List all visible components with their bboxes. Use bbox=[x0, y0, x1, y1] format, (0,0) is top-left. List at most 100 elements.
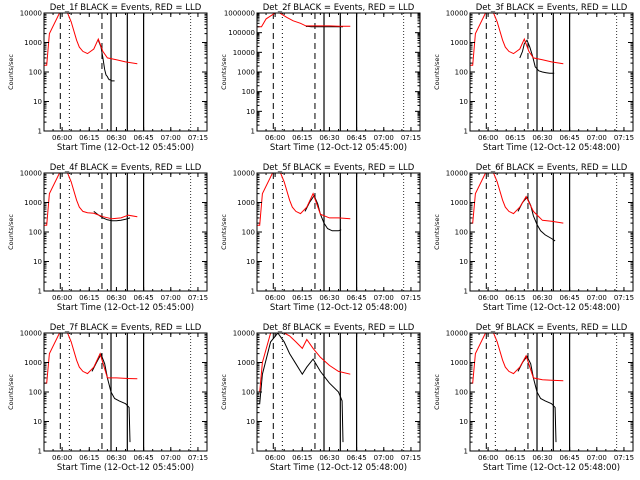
x-tick-label: 06:15 bbox=[292, 134, 312, 142]
y-axis-title: Counts/sec bbox=[7, 374, 15, 410]
y-tick-label: 1000 bbox=[450, 199, 468, 207]
detector-panel: Det_1f BLACK = Events, RED = LLD Start Ti… bbox=[7, 3, 208, 153]
series-black bbox=[97, 40, 115, 82]
y-tick-label: 100 bbox=[455, 69, 468, 77]
panel-title: Det_1f BLACK = Events, RED = LLD bbox=[50, 3, 202, 13]
x-tick-label: 06:30 bbox=[319, 134, 339, 142]
y-tick-label: 10 bbox=[33, 418, 42, 426]
y-axis-title: Counts/sec bbox=[433, 374, 441, 410]
series-red bbox=[257, 13, 351, 28]
y-axis-title: Counts/sec bbox=[7, 214, 15, 250]
x-tick-label: 06:15 bbox=[79, 134, 99, 142]
panel-title: Det_8f BLACK = Events, RED = LLD bbox=[263, 323, 415, 333]
y-tick-label: 1 bbox=[464, 448, 468, 456]
y-axis-title: Counts/sec bbox=[7, 54, 15, 90]
x-tick-label: 07:15 bbox=[614, 134, 634, 142]
y-axis-title: Counts/sec bbox=[433, 54, 441, 90]
x-tick-label: 06:45 bbox=[347, 134, 367, 142]
plot-frame bbox=[469, 172, 634, 292]
x-tick-label: 07:00 bbox=[374, 294, 394, 302]
y-tick-label: 10 bbox=[246, 258, 255, 266]
y-tick-label: 1 bbox=[38, 128, 42, 136]
y-tick-label: 1 bbox=[38, 448, 42, 456]
x-tick-label: 06:45 bbox=[134, 134, 154, 142]
x-tick-label: 06:00 bbox=[478, 454, 498, 462]
x-tick-label: 07:00 bbox=[374, 134, 394, 142]
y-tick-label: 100 bbox=[455, 229, 468, 237]
series-black bbox=[304, 194, 342, 232]
x-tick-label: 07:15 bbox=[614, 294, 634, 302]
y-tick-label: 10000 bbox=[233, 49, 255, 57]
y-tick-label: 1 bbox=[464, 288, 468, 296]
x-tick-label: 06:30 bbox=[319, 454, 339, 462]
detector-panel: Det_2f BLACK = Events, RED = LLD Start Ti… bbox=[220, 3, 421, 153]
x-tick-label: 07:15 bbox=[401, 294, 421, 302]
series-red bbox=[257, 333, 351, 393]
x-tick-label: 06:45 bbox=[560, 294, 580, 302]
x-axis-title: Start Time (12-Oct-12 05:45:00) bbox=[57, 143, 194, 153]
y-tick-label: 100 bbox=[455, 389, 468, 397]
y-tick-label: 100 bbox=[242, 389, 255, 397]
x-tick-label: 07:00 bbox=[374, 454, 394, 462]
y-tick-label: 1000 bbox=[450, 39, 468, 47]
y-tick-label: 10000 bbox=[233, 330, 255, 338]
y-tick-label: 100 bbox=[29, 229, 42, 237]
x-tick-label: 06:45 bbox=[560, 134, 580, 142]
x-axis-title: Start Time (12-Oct-12 05:48:00) bbox=[483, 463, 620, 473]
y-tick-label: 10 bbox=[459, 98, 468, 106]
x-tick-label: 07:15 bbox=[614, 454, 634, 462]
y-tick-label: 100 bbox=[29, 69, 42, 77]
x-tick-label: 06:30 bbox=[106, 454, 126, 462]
x-tick-label: 06:00 bbox=[478, 294, 498, 302]
y-tick-label: 1 bbox=[464, 128, 468, 136]
x-axis-title: Start Time (12-Oct-12 05:45:00) bbox=[57, 463, 194, 473]
y-tick-label: 1 bbox=[251, 448, 255, 456]
x-tick-label: 06:30 bbox=[532, 454, 552, 462]
x-tick-label: 07:15 bbox=[401, 134, 421, 142]
x-tick-label: 06:30 bbox=[319, 294, 339, 302]
detector-panel: Det_4f BLACK = Events, RED = LLD Start Ti… bbox=[7, 163, 208, 313]
x-tick-label: 07:00 bbox=[587, 134, 607, 142]
x-tick-label: 06:00 bbox=[52, 294, 72, 302]
x-tick-label: 06:15 bbox=[505, 134, 525, 142]
plot-frame bbox=[469, 12, 634, 132]
plot-frame bbox=[256, 172, 421, 292]
panel-title: Det_6f BLACK = Events, RED = LLD bbox=[476, 163, 628, 173]
x-tick-label: 07:00 bbox=[161, 454, 181, 462]
y-tick-label: 10 bbox=[246, 108, 255, 116]
x-tick-label: 06:15 bbox=[505, 294, 525, 302]
x-axis-title: Start Time (12-Oct-12 05:48:00) bbox=[270, 303, 407, 313]
y-axis-title: Counts/sec bbox=[220, 54, 228, 90]
series-black bbox=[91, 353, 131, 443]
y-tick-label: 10000 bbox=[20, 170, 42, 178]
y-tick-label: 10000 bbox=[446, 170, 468, 178]
detector-panel: Det_3f BLACK = Events, RED = LLD Start Ti… bbox=[433, 3, 634, 153]
y-tick-label: 1000 bbox=[237, 69, 255, 77]
x-tick-label: 06:00 bbox=[265, 134, 285, 142]
x-tick-label: 07:15 bbox=[188, 134, 208, 142]
panel-title: Det_4f BLACK = Events, RED = LLD bbox=[50, 163, 202, 173]
detector-panel: Det_9f BLACK = Events, RED = LLD Start Ti… bbox=[433, 323, 634, 473]
x-tick-label: 06:15 bbox=[79, 454, 99, 462]
x-tick-label: 07:00 bbox=[161, 294, 181, 302]
series-red bbox=[257, 173, 351, 226]
plot-frame bbox=[43, 172, 208, 292]
y-tick-label: 100 bbox=[242, 229, 255, 237]
x-tick-label: 06:15 bbox=[292, 454, 312, 462]
y-tick-label: 1000 bbox=[237, 199, 255, 207]
x-tick-label: 07:00 bbox=[161, 134, 181, 142]
panel-title: Det_7f BLACK = Events, RED = LLD bbox=[50, 323, 202, 333]
y-tick-label: 10 bbox=[33, 258, 42, 266]
x-tick-label: 07:00 bbox=[587, 454, 607, 462]
x-tick-label: 06:15 bbox=[505, 454, 525, 462]
y-tick-label: 10 bbox=[459, 258, 468, 266]
series-red bbox=[44, 13, 138, 66]
y-tick-label: 10 bbox=[459, 418, 468, 426]
x-axis-title: Start Time (12-Oct-12 05:45:00) bbox=[270, 143, 407, 153]
y-tick-label: 10000 bbox=[233, 170, 255, 178]
series-red bbox=[44, 173, 138, 226]
y-tick-label: 10000 bbox=[20, 10, 42, 18]
x-tick-label: 07:15 bbox=[188, 454, 208, 462]
y-tick-label: 1000 bbox=[450, 359, 468, 367]
x-tick-label: 06:45 bbox=[560, 454, 580, 462]
